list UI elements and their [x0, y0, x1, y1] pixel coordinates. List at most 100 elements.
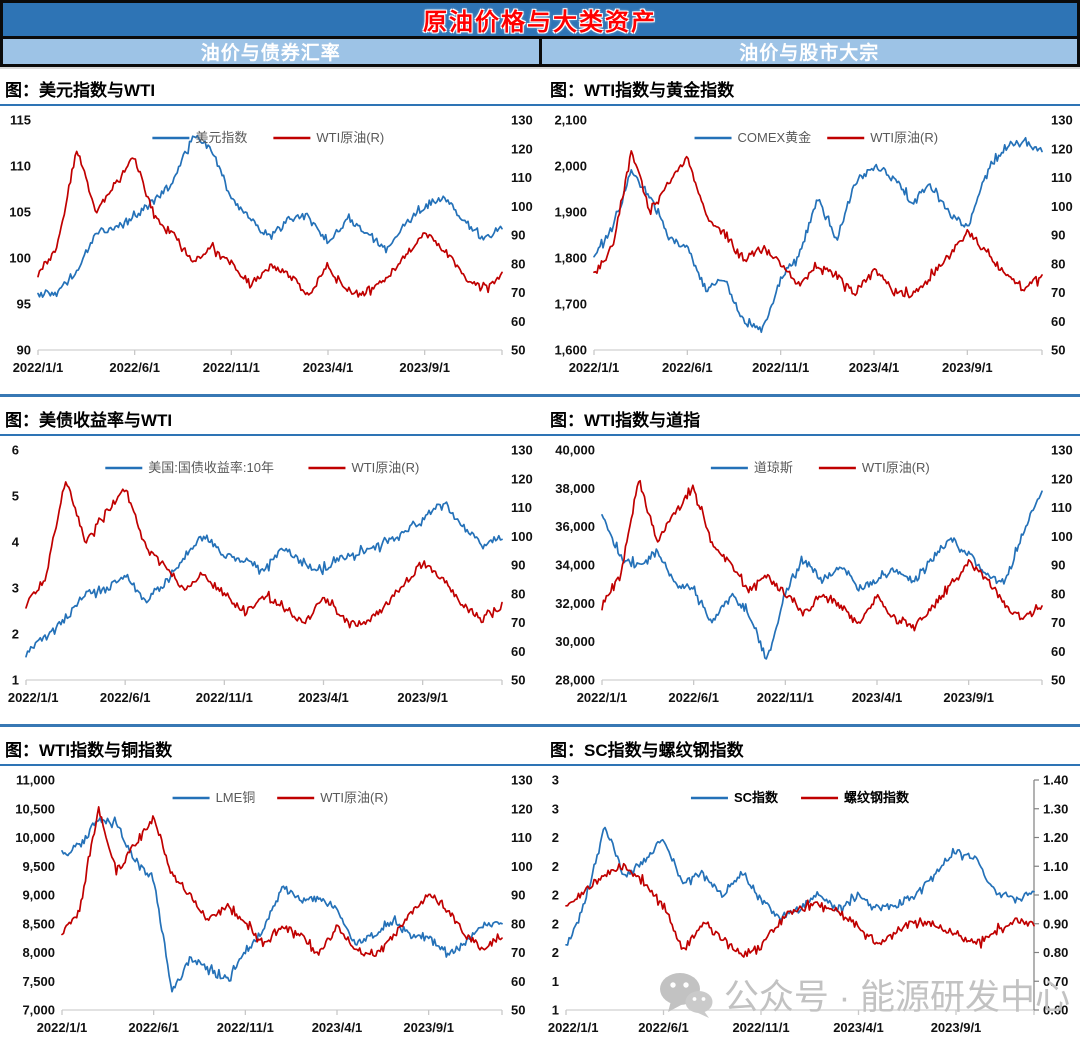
x-axis — [593, 349, 1043, 355]
svg-text:2023/4/1: 2023/4/1 — [312, 1020, 363, 1035]
series-line-blue — [593, 136, 1043, 334]
svg-text:100: 100 — [1051, 199, 1073, 214]
svg-text:2022/1/1: 2022/1/1 — [569, 360, 620, 375]
svg-text:110: 110 — [1051, 500, 1072, 515]
main-title-bar: 原油价格与大类资产 — [0, 0, 1080, 39]
chart-title: 图：WTI指数与黄金指数 — [550, 81, 735, 100]
x-axis-labels: 2022/1/1 2022/6/1 2022/11/1 2023/4/1 2023/9/… — [569, 360, 993, 375]
svg-text:110: 110 — [511, 170, 532, 185]
svg-text:50: 50 — [511, 1003, 525, 1018]
svg-text:2022/1/1: 2022/1/1 — [577, 690, 628, 705]
svg-text:70: 70 — [1051, 285, 1065, 300]
svg-text:50: 50 — [511, 343, 525, 358]
legend-label: 美元指数 — [195, 130, 247, 145]
svg-text:3: 3 — [552, 801, 559, 816]
svg-text:34,000: 34,000 — [555, 558, 595, 573]
x-axis — [601, 679, 1043, 685]
chart-pair: 11,000 10,500 10,000 9,500 9,000 8,500 8,000 7,… — [0, 766, 1080, 1046]
svg-text:2022/6/1: 2022/6/1 — [128, 1020, 179, 1035]
svg-text:95: 95 — [17, 297, 31, 312]
axis-right-labels: 130 120 110 100 90 80 70 60 50 — [1051, 443, 1073, 688]
svg-text:2022/11/1: 2022/11/1 — [732, 1020, 789, 1035]
svg-text:105: 105 — [9, 205, 31, 220]
svg-text:28,000: 28,000 — [555, 673, 595, 688]
svg-text:130: 130 — [511, 443, 533, 458]
legend-label: WTI原油(R) — [320, 790, 388, 805]
chart-row: 图：美元指数与WTI 图：WTI指数与黄金指数 115 110 105 100 95 90 13… — [0, 67, 1080, 397]
svg-text:2022/6/1: 2022/6/1 — [662, 360, 713, 375]
series-line-red — [61, 806, 503, 958]
svg-text:110: 110 — [511, 500, 532, 515]
x-axis-labels: 2022/1/1 2022/6/1 2022/11/1 2023/4/1 2023/9/… — [37, 1020, 454, 1035]
svg-text:60: 60 — [511, 644, 525, 659]
svg-text:90: 90 — [511, 888, 525, 903]
svg-text:2023/4/1: 2023/4/1 — [833, 1020, 884, 1035]
legend-label: WTI原油(R) — [862, 460, 930, 475]
svg-text:60: 60 — [511, 314, 525, 329]
svg-text:30,000: 30,000 — [555, 634, 595, 649]
svg-text:3: 3 — [12, 581, 19, 596]
svg-text:90: 90 — [511, 228, 525, 243]
series-line-red — [25, 481, 503, 629]
axis-left-labels: 2,100 2,000 1,900 1,800 1,700 1,600 — [554, 113, 587, 358]
chart-canvas: 11,000 10,500 10,000 9,500 9,000 8,500 8,000 7,… — [15, 773, 533, 1036]
svg-text:120: 120 — [511, 471, 533, 486]
svg-text:7,000: 7,000 — [22, 1003, 55, 1018]
svg-text:120: 120 — [1051, 141, 1073, 156]
svg-text:115: 115 — [10, 113, 31, 128]
section-header-equity-commodity: 油价与股市大宗 — [538, 39, 1078, 64]
svg-text:2022/1/1: 2022/1/1 — [8, 690, 59, 705]
svg-text:90: 90 — [511, 558, 525, 573]
svg-text:2022/11/1: 2022/11/1 — [217, 1020, 274, 1035]
svg-text:1: 1 — [12, 673, 19, 688]
axis-right-labels: 130 120 110 100 90 80 70 60 50 — [511, 773, 533, 1018]
legend: 美元指数 WTI原油(R) — [152, 130, 384, 145]
series-line-red — [593, 150, 1043, 299]
svg-text:2: 2 — [552, 916, 559, 931]
svg-text:5: 5 — [12, 489, 19, 504]
svg-text:100: 100 — [511, 199, 533, 214]
x-axis — [61, 1009, 503, 1015]
axis-left-labels: 3 3 2 2 2 2 2 1 1 — [552, 773, 559, 1018]
svg-text:8,000: 8,000 — [22, 945, 55, 960]
chart-row: 图：WTI指数与铜指数 图：SC指数与螺纹钢指数 11,000 10,500 10,00… — [0, 727, 1080, 1046]
svg-text:2023/9/1: 2023/9/1 — [397, 690, 448, 705]
svg-text:90: 90 — [17, 343, 31, 358]
axis-left-labels: 115 110 105 100 95 90 — [9, 113, 31, 358]
svg-text:2: 2 — [552, 830, 559, 845]
svg-text:2022/1/1: 2022/1/1 — [37, 1020, 88, 1035]
x-axis-labels: 2022/1/1 2022/6/1 2022/11/1 2023/4/1 2023/9/… — [577, 690, 994, 705]
legend-label: WTI原油(R) — [316, 130, 384, 145]
series-line-red — [37, 150, 503, 298]
x-axis-labels: 2022/1/1 2022/6/1 2022/11/1 2023/4/1 2023/9/… — [548, 1020, 981, 1035]
chart-canvas: 40,000 38,000 36,000 34,000 32,000 30,000 28,0… — [555, 443, 1073, 706]
svg-text:2022/11/1: 2022/11/1 — [757, 690, 814, 705]
axis-right-labels: 130 120 110 100 90 80 70 60 50 — [1051, 113, 1073, 358]
series-line-blue — [61, 816, 503, 993]
legend-label: 美国:国债收益率:10年 — [148, 460, 274, 475]
svg-text:60: 60 — [511, 974, 525, 989]
svg-text:2: 2 — [552, 888, 559, 903]
chart-pair: 6 5 4 3 2 1 130 120 110 100 90 80 70 60 50 2022/1/1 2022… — [0, 436, 1080, 724]
svg-text:70: 70 — [511, 945, 525, 960]
svg-text:60: 60 — [1051, 644, 1065, 659]
series-line-red — [601, 479, 1043, 632]
svg-text:100: 100 — [511, 529, 533, 544]
svg-text:50: 50 — [1051, 343, 1065, 358]
chart-title-row: 图：美债收益率与WTI 图：WTI指数与道指 — [0, 397, 1080, 436]
svg-text:80: 80 — [1051, 586, 1065, 601]
svg-text:80: 80 — [511, 916, 525, 931]
axis-left-labels: 6 5 4 3 2 1 — [12, 443, 20, 688]
svg-text:2022/11/1: 2022/11/1 — [196, 690, 253, 705]
axis-left-labels: 40,000 38,000 36,000 34,000 32,000 30,000 28,0… — [555, 443, 595, 688]
svg-text:2023/4/1: 2023/4/1 — [849, 360, 900, 375]
svg-text:40,000: 40,000 — [555, 443, 595, 458]
svg-text:110: 110 — [10, 159, 31, 174]
x-axis-labels: 2022/1/1 2022/6/1 2022/11/1 2023/4/1 2023/9/… — [8, 690, 448, 705]
chart-title: 图：美元指数与WTI — [5, 81, 156, 100]
svg-text:130: 130 — [511, 773, 533, 788]
svg-text:2023/4/1: 2023/4/1 — [852, 690, 903, 705]
svg-text:3: 3 — [552, 773, 559, 788]
